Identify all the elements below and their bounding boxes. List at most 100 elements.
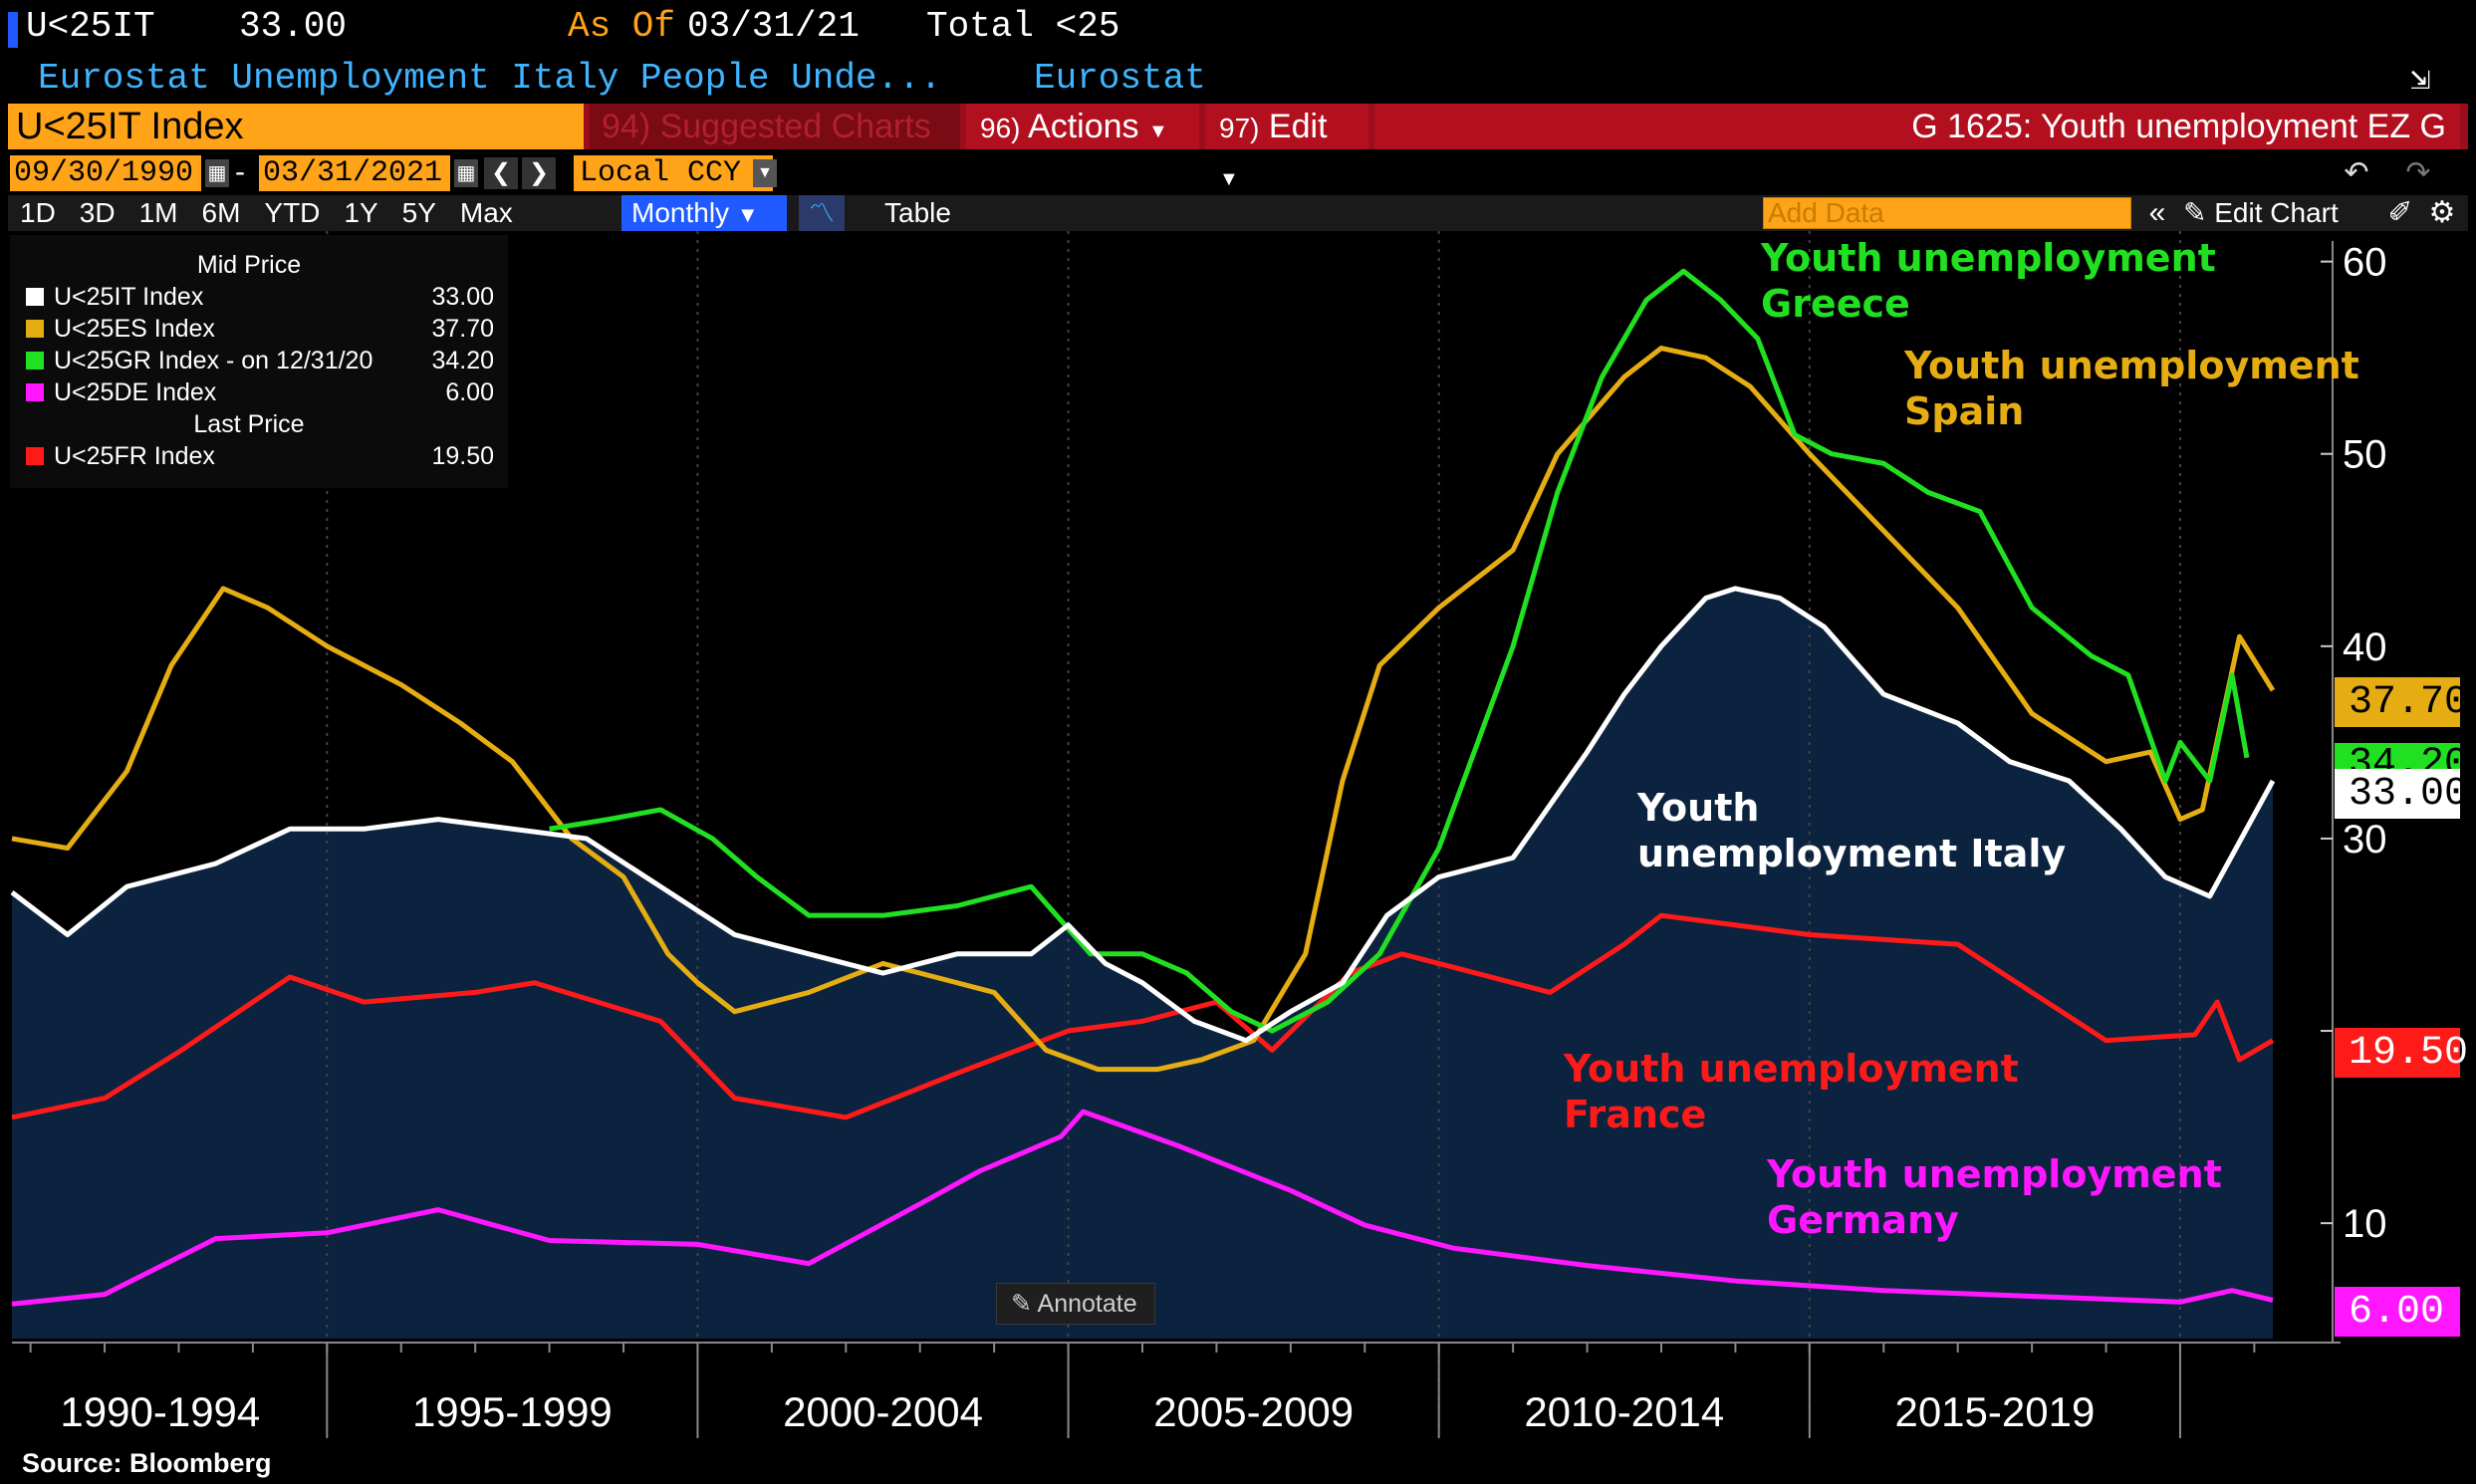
gear-icon[interactable]: ⚙: [2428, 196, 2456, 229]
chart-title[interactable]: G 1625: Youth unemployment EZ G: [1374, 104, 2460, 149]
next-period-button[interactable]: ❯: [522, 157, 556, 189]
pencil-icon: ✎: [1011, 1290, 1032, 1318]
actions-button[interactable]: 96) Actions ▼: [966, 104, 1199, 149]
series-line-u25grindex[interactable]: [549, 268, 2250, 1034]
period-5y[interactable]: 5Y: [401, 197, 436, 228]
period-3d[interactable]: 3D: [79, 197, 116, 228]
italy-area-fill: [12, 588, 2273, 1339]
table-button[interactable]: Table: [884, 197, 951, 228]
command-toolbar: U<25IT Index 94) Suggested Charts 96) Ac…: [8, 104, 2468, 190]
popout-icon[interactable]: ⇲: [2410, 62, 2431, 100]
as-of-date: 03/31/21: [687, 6, 860, 47]
line-chart-icon[interactable]: 〽: [799, 195, 845, 231]
source-footer: Source: Bloomberg: [22, 1448, 272, 1478]
series-line-u25deindex[interactable]: [11, 1109, 2274, 1307]
price-tag-germany: 6.00: [2335, 1287, 2460, 1337]
legend-item[interactable]: U<25IT Index 33.00: [26, 283, 504, 313]
security-description: Eurostat Unemployment Italy People Unde.…: [38, 58, 942, 99]
edit-icon[interactable]: ✐: [2387, 196, 2413, 229]
legend-item[interactable]: U<25FR Index 19.50: [26, 442, 504, 472]
last-price: 33.00: [239, 6, 348, 47]
legend-item-name: U<25DE Index: [54, 378, 217, 406]
price-tag-spain: 37.70: [2335, 677, 2468, 727]
description-row: Eurostat Unemployment Italy People Unde.…: [8, 58, 2468, 102]
series-label-italy: unemployment Italy: [1637, 832, 2066, 875]
source-name: Eurostat: [1034, 58, 1206, 99]
legend-item-value: 34.20: [431, 347, 494, 374]
add-data-input[interactable]: Add Data: [1763, 197, 2131, 229]
x-category-label: 2005-2009: [1153, 1388, 1354, 1435]
y-tick-label: 60: [2343, 241, 2387, 285]
legend-item[interactable]: U<25ES Index 37.70: [26, 315, 504, 345]
edit-button[interactable]: 97) Edit ▼: [1205, 104, 1368, 190]
y-tick-label: 10: [2343, 1202, 2387, 1246]
ticker: U<25IT: [26, 6, 155, 47]
frequency-value: Monthly: [631, 197, 730, 228]
series-label-france: Youth unemployment: [1563, 1047, 2019, 1091]
legend-item[interactable]: U<25GR Index - on 12/31/20 34.20: [26, 347, 504, 376]
collapse-icon[interactable]: «: [2148, 196, 2166, 229]
series-line-u25frindex[interactable]: [11, 912, 2275, 1120]
date-separator: -: [235, 155, 245, 188]
y-tick-label: 50: [2343, 433, 2387, 477]
period-1y[interactable]: 1Y: [344, 197, 378, 228]
header-row: U<25IT 33.00 As Of 03/31/21 Total <25: [8, 6, 2468, 54]
edit-chart-button[interactable]: ✎ Edit Chart: [2183, 195, 2339, 231]
legend-item-value: 37.70: [431, 315, 494, 343]
series-label-greece: Greece: [1761, 282, 1910, 326]
period-toolbar: 1D 3D 1M 6M YTD 1Y 5Y Max Monthly ▼ 〽 Ta…: [8, 195, 2468, 231]
chart-area[interactable]: 10 30 40 50 60 1990-1994 1995-1999 2000-2004 200…: [0, 231, 2476, 1484]
start-date-field[interactable]: 09/30/1990: [10, 155, 201, 191]
legend-mid-price-header: Mid Price: [196, 251, 302, 279]
period-max[interactable]: Max: [459, 197, 513, 228]
y-tick-label: 30: [2343, 818, 2387, 862]
legend-item-value: 6.00: [445, 378, 494, 406]
ticker-marker: [8, 12, 18, 48]
redo-icon[interactable]: ↷: [2405, 156, 2431, 189]
chevron-down-icon: ▼: [736, 202, 759, 227]
x-category-label: 1990-1994: [60, 1388, 260, 1435]
series-label-greece: Youth unemployment: [1760, 236, 2216, 280]
calendar-icon[interactable]: ▦: [205, 159, 229, 187]
series-label-france: France: [1564, 1093, 1706, 1136]
price-tag-france: 19.50: [2335, 1028, 2468, 1078]
series-label-spain: Youth unemployment: [1903, 344, 2359, 387]
calendar-icon[interactable]: ▦: [454, 159, 478, 187]
legend-item-value: 33.00: [431, 283, 494, 311]
legend: Mid Price U<25IT Index 33.00 U<25ES Inde…: [10, 235, 508, 488]
x-category-label: 2010-2014: [1524, 1388, 1724, 1435]
edit-chart-label: Edit Chart: [2214, 197, 2339, 228]
period-1m[interactable]: 1M: [138, 197, 178, 228]
y-tick-label: 40: [2343, 625, 2387, 669]
frequency-select[interactable]: Monthly ▼: [621, 195, 787, 231]
edit-number: 97): [1219, 113, 1260, 143]
edit-label: Edit: [1268, 108, 1328, 145]
legend-item[interactable]: U<25DE Index 6.00: [26, 378, 504, 408]
as-of-label: As Of: [568, 6, 676, 47]
series-label-spain: Spain: [1904, 389, 2024, 433]
chevron-down-icon: ▼: [1148, 121, 1168, 142]
legend-swatch: [26, 447, 44, 465]
legend-swatch: [26, 320, 44, 338]
series-label-italy: Youth: [1636, 786, 1759, 830]
chevron-down-icon[interactable]: ▼: [753, 159, 777, 187]
series-label-germany: Germany: [1767, 1198, 1959, 1242]
actions-number: 96): [980, 113, 1021, 143]
period-1d[interactable]: 1D: [20, 197, 56, 228]
series-line-u25itindex[interactable]: [10, 586, 2276, 1044]
currency-select[interactable]: Local CCY: [574, 155, 773, 191]
suggested-charts-button[interactable]: 94) Suggested Charts: [590, 104, 960, 149]
legend-item-name: U<25ES Index: [54, 315, 215, 343]
x-category-label: 2015-2019: [1894, 1388, 2095, 1435]
legend-swatch: [26, 352, 44, 370]
annotate-button[interactable]: ✎ Annotate: [996, 1283, 1155, 1325]
legend-item-value: 19.50: [431, 442, 494, 470]
series-line-u25esindex[interactable]: [11, 346, 2276, 1073]
end-date-field[interactable]: 03/31/2021: [259, 155, 450, 191]
period-6m[interactable]: 6M: [201, 197, 241, 228]
security-field[interactable]: U<25IT Index: [8, 104, 584, 149]
period-ytd[interactable]: YTD: [264, 197, 321, 228]
pencil-icon: ✎: [2183, 197, 2207, 228]
prev-period-button[interactable]: ❮: [484, 157, 518, 189]
undo-icon[interactable]: ↶: [2344, 156, 2369, 189]
